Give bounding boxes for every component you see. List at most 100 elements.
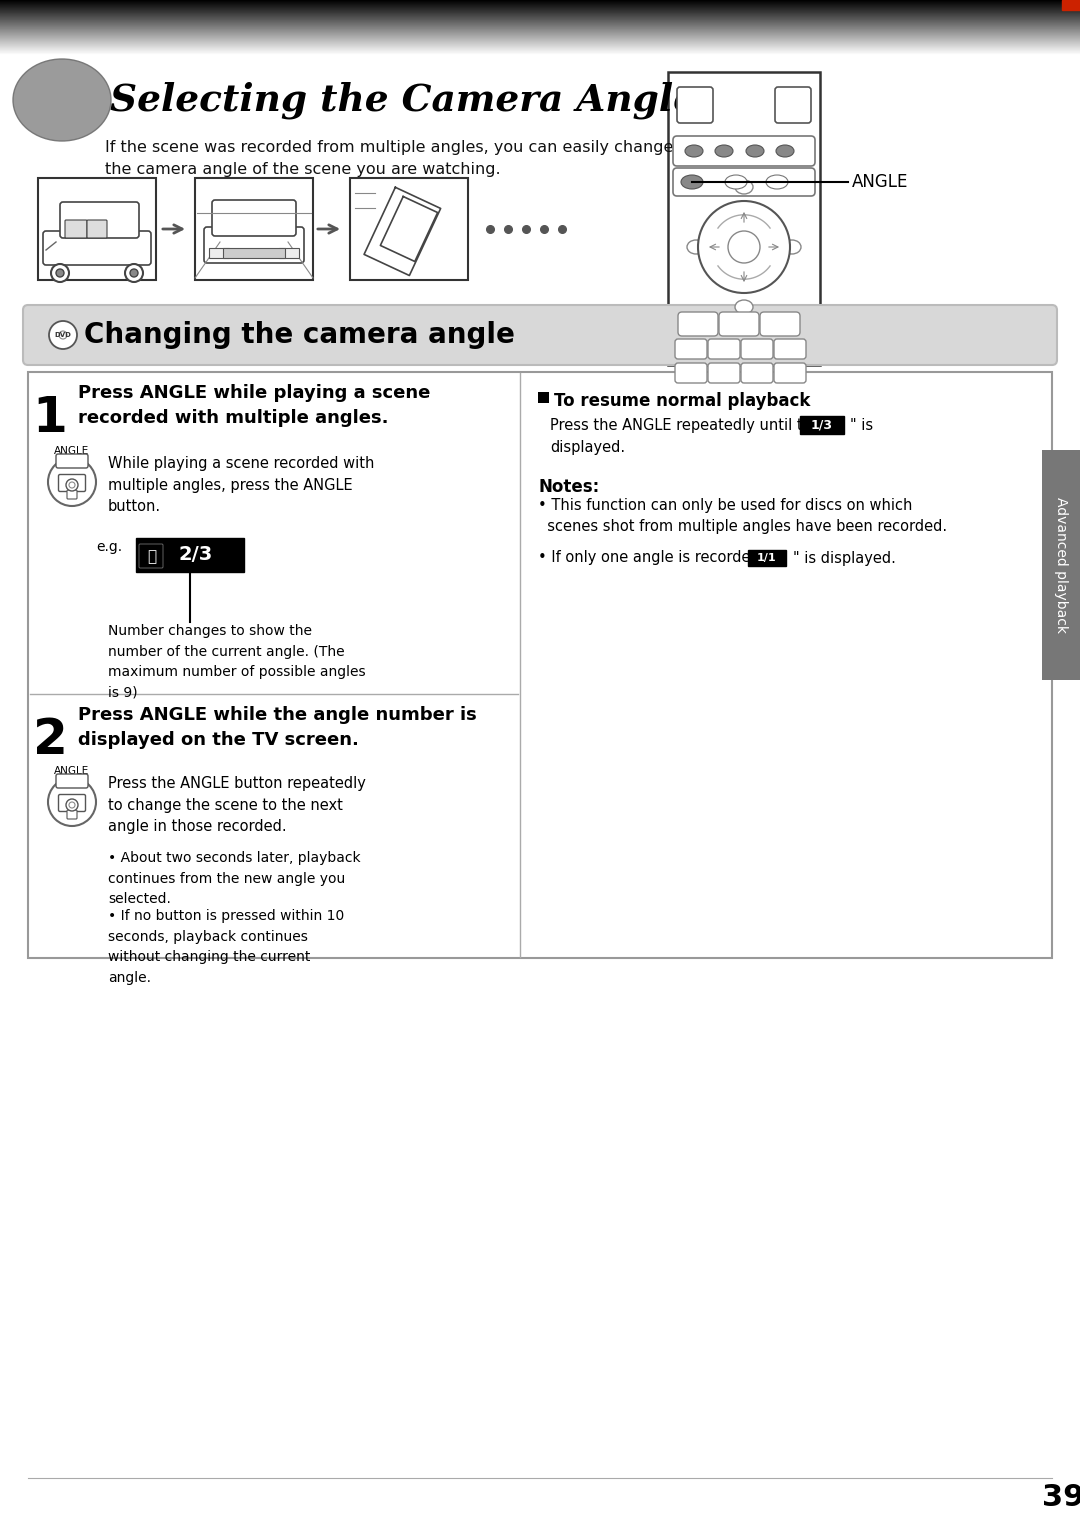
Ellipse shape bbox=[715, 145, 733, 157]
Ellipse shape bbox=[13, 59, 111, 142]
Bar bbox=[1042, 450, 1080, 680]
Text: Number changes to show the
number of the current angle. (The
maximum number of p: Number changes to show the number of the… bbox=[108, 623, 366, 700]
Bar bbox=[136, 538, 244, 572]
Circle shape bbox=[69, 802, 75, 808]
Circle shape bbox=[48, 459, 96, 506]
Circle shape bbox=[59, 331, 67, 338]
Bar bbox=[38, 178, 156, 280]
Ellipse shape bbox=[777, 145, 794, 157]
FancyBboxPatch shape bbox=[222, 248, 285, 258]
Text: Notes:: Notes: bbox=[538, 479, 599, 495]
Circle shape bbox=[48, 777, 96, 826]
Circle shape bbox=[66, 799, 78, 811]
Ellipse shape bbox=[725, 175, 747, 189]
Text: " is displayed.: " is displayed. bbox=[793, 550, 896, 565]
Bar bbox=[195, 178, 313, 280]
FancyBboxPatch shape bbox=[67, 809, 77, 818]
FancyBboxPatch shape bbox=[58, 794, 85, 811]
Bar bbox=[800, 416, 843, 434]
FancyBboxPatch shape bbox=[58, 474, 85, 492]
FancyBboxPatch shape bbox=[775, 87, 811, 123]
Bar bbox=[538, 392, 549, 402]
Bar bbox=[279, 248, 299, 258]
Text: • If no button is pressed within 10
seconds, playback continues
without changing: • If no button is pressed within 10 seco… bbox=[108, 908, 345, 985]
FancyBboxPatch shape bbox=[708, 338, 740, 360]
FancyBboxPatch shape bbox=[741, 363, 773, 383]
Text: 2/3: 2/3 bbox=[179, 546, 213, 564]
Circle shape bbox=[130, 270, 138, 277]
Text: Press ANGLE while the angle number is
displayed on the TV screen.: Press ANGLE while the angle number is di… bbox=[78, 706, 476, 748]
Text: ANGLE: ANGLE bbox=[54, 447, 90, 456]
Text: Selecting the Camera Angle: Selecting the Camera Angle bbox=[110, 81, 697, 119]
Circle shape bbox=[49, 322, 77, 349]
Text: ANGLE: ANGLE bbox=[852, 174, 908, 190]
Text: e.g.: e.g. bbox=[96, 539, 122, 555]
FancyBboxPatch shape bbox=[43, 232, 151, 265]
Ellipse shape bbox=[735, 300, 753, 314]
FancyBboxPatch shape bbox=[760, 312, 800, 335]
Ellipse shape bbox=[783, 239, 801, 255]
Ellipse shape bbox=[681, 175, 703, 189]
FancyBboxPatch shape bbox=[708, 363, 740, 383]
Text: Press the ANGLE repeatedly until the ": Press the ANGLE repeatedly until the " bbox=[550, 418, 837, 433]
Bar bbox=[28, 372, 1052, 959]
FancyBboxPatch shape bbox=[741, 338, 773, 360]
Text: To resume normal playback: To resume normal playback bbox=[554, 392, 810, 410]
Circle shape bbox=[66, 479, 78, 491]
FancyBboxPatch shape bbox=[673, 136, 815, 166]
FancyBboxPatch shape bbox=[56, 774, 87, 788]
Text: While playing a scene recorded with
multiple angles, press the ANGLE
button.: While playing a scene recorded with mult… bbox=[108, 456, 375, 514]
Text: • This function can only be used for discs on which
  scenes shot from multiple : • This function can only be used for dis… bbox=[538, 498, 947, 533]
Text: ANGLE: ANGLE bbox=[54, 767, 90, 776]
Text: If the scene was recorded from multiple angles, you can easily change
the camera: If the scene was recorded from multiple … bbox=[105, 140, 673, 177]
Text: DVD: DVD bbox=[55, 332, 71, 338]
Circle shape bbox=[51, 264, 69, 282]
FancyBboxPatch shape bbox=[675, 363, 707, 383]
Text: 1: 1 bbox=[32, 395, 67, 442]
Bar bbox=[350, 178, 468, 280]
FancyBboxPatch shape bbox=[719, 312, 759, 335]
Ellipse shape bbox=[766, 175, 788, 189]
Text: " is: " is bbox=[850, 418, 873, 433]
Text: 39: 39 bbox=[1042, 1483, 1080, 1512]
Bar bbox=[669, 72, 820, 366]
FancyBboxPatch shape bbox=[65, 219, 87, 238]
Text: displayed.: displayed. bbox=[550, 440, 625, 456]
FancyBboxPatch shape bbox=[678, 312, 718, 335]
FancyBboxPatch shape bbox=[204, 227, 303, 264]
Text: Advanced playback: Advanced playback bbox=[1054, 497, 1068, 632]
Ellipse shape bbox=[687, 239, 705, 255]
Text: 1/1: 1/1 bbox=[757, 553, 777, 562]
Circle shape bbox=[728, 232, 760, 264]
Circle shape bbox=[125, 264, 143, 282]
FancyBboxPatch shape bbox=[774, 363, 806, 383]
Text: • About two seconds later, playback
continues from the new angle you
selected.: • About two seconds later, playback cont… bbox=[108, 850, 361, 907]
FancyBboxPatch shape bbox=[60, 203, 139, 238]
Bar bbox=[210, 248, 229, 258]
FancyBboxPatch shape bbox=[23, 305, 1057, 366]
Circle shape bbox=[56, 270, 64, 277]
Text: Press ANGLE while playing a scene
recorded with multiple angles.: Press ANGLE while playing a scene record… bbox=[78, 384, 430, 427]
FancyBboxPatch shape bbox=[56, 454, 87, 468]
FancyBboxPatch shape bbox=[67, 491, 77, 498]
Text: Press the ANGLE button repeatedly
to change the scene to the next
angle in those: Press the ANGLE button repeatedly to cha… bbox=[108, 776, 366, 834]
FancyBboxPatch shape bbox=[87, 219, 107, 238]
FancyBboxPatch shape bbox=[673, 168, 815, 197]
Ellipse shape bbox=[685, 145, 703, 157]
Text: • If only one angle is recorded, ": • If only one angle is recorded, " bbox=[538, 550, 780, 565]
FancyBboxPatch shape bbox=[675, 338, 707, 360]
FancyBboxPatch shape bbox=[677, 87, 713, 123]
Bar bbox=[1062, 0, 1080, 11]
FancyBboxPatch shape bbox=[774, 338, 806, 360]
Text: Changing the camera angle: Changing the camera angle bbox=[84, 322, 515, 349]
FancyBboxPatch shape bbox=[139, 544, 163, 568]
FancyBboxPatch shape bbox=[212, 200, 296, 236]
Circle shape bbox=[698, 201, 789, 293]
Text: 2: 2 bbox=[32, 716, 67, 764]
Circle shape bbox=[69, 482, 75, 488]
Bar bbox=[748, 550, 786, 565]
Text: 📷: 📷 bbox=[148, 550, 157, 564]
Ellipse shape bbox=[735, 180, 753, 194]
Ellipse shape bbox=[746, 145, 764, 157]
Text: 1/3: 1/3 bbox=[811, 419, 833, 431]
